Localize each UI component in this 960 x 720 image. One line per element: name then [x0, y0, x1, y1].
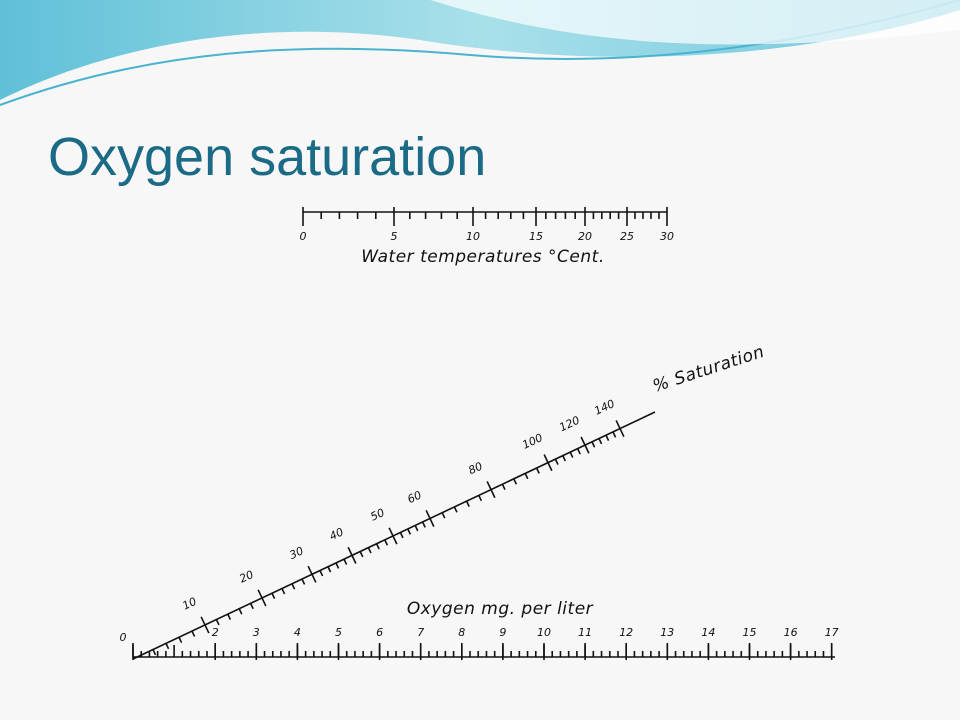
saturation-tick	[307, 565, 317, 583]
saturation-tick	[388, 527, 398, 545]
minor-tick	[327, 566, 332, 573]
temperature-label: Water temperatures °Cent.	[361, 247, 604, 267]
saturation-tick-label: 60	[405, 488, 423, 506]
minor-tick	[343, 558, 348, 565]
oxygen-tick-label: 6	[376, 626, 383, 639]
minor-tick	[375, 543, 380, 550]
minor-tick	[554, 458, 559, 465]
oxygen-tick-label: 7	[417, 626, 424, 639]
oxygen-tick-label: 0	[120, 631, 127, 644]
minor-tick	[249, 603, 254, 610]
minor-tick	[562, 455, 567, 462]
saturation-tick	[580, 436, 590, 454]
minor-tick	[453, 506, 458, 513]
minor-tick	[227, 613, 232, 620]
minor-tick	[152, 649, 157, 656]
minor-tick	[407, 528, 412, 535]
minor-tick	[605, 434, 610, 441]
saturation-tick	[425, 509, 435, 527]
minor-tick	[441, 512, 446, 519]
oxygen-tick-label: 3	[253, 626, 260, 639]
oxygen-tick-label: 10	[537, 626, 551, 639]
saturation-tick	[347, 546, 357, 564]
saturation-tick	[543, 454, 553, 472]
saturation-tick	[486, 481, 496, 499]
oxygen-tick-label: 15	[743, 626, 757, 639]
minor-tick	[513, 478, 518, 485]
minor-tick	[501, 483, 506, 490]
temperature-tick-label: 15	[529, 230, 543, 243]
minor-tick	[281, 588, 286, 595]
saturation-tick	[615, 420, 625, 438]
minor-tick	[291, 583, 296, 590]
oxygen-tick-label: 17	[825, 626, 839, 639]
saturation-tick-label: 10	[180, 595, 198, 613]
minor-tick	[384, 539, 389, 546]
minor-tick	[319, 570, 324, 577]
minor-tick	[271, 592, 276, 599]
saturation-tick-label: 50	[368, 506, 386, 524]
minor-tick	[535, 467, 540, 474]
minor-tick	[421, 521, 426, 528]
oxygen-tick-label: 16	[784, 626, 798, 639]
oxygen-tick-label: 14	[701, 626, 715, 639]
temperature-tick-label: 10	[466, 230, 480, 243]
minor-tick	[569, 451, 574, 458]
minor-tick	[238, 608, 243, 615]
oxygen-tick-label: 11	[578, 626, 592, 639]
minor-tick	[414, 525, 419, 532]
minor-tick	[478, 495, 483, 502]
minor-tick	[591, 441, 596, 448]
minor-tick	[465, 500, 470, 507]
minor-tick	[191, 630, 196, 637]
minor-tick	[359, 551, 364, 558]
saturation-tick-label: 20	[237, 568, 255, 586]
minor-tick	[165, 643, 170, 650]
minor-tick	[399, 532, 404, 539]
minor-tick	[598, 438, 603, 445]
saturation-tick	[257, 589, 267, 607]
oxygen-tick-label: 9	[499, 626, 506, 639]
minor-tick	[215, 619, 220, 626]
minor-tick	[367, 547, 372, 554]
temperature-tick-label: 0	[300, 230, 307, 243]
temperature-tick-label: 25	[620, 230, 634, 243]
saturation-tick	[200, 616, 210, 634]
temperature-tick-label: 30	[660, 230, 674, 243]
wave-highlight	[430, 0, 960, 45]
oxygen-tick-label: 2	[212, 626, 219, 639]
oxygen-tick-label: 12	[619, 626, 633, 639]
temperature-tick-label: 5	[391, 230, 398, 243]
minor-tick	[335, 562, 340, 569]
saturation-tick-label: 80	[466, 460, 484, 478]
minor-tick	[576, 448, 581, 455]
oxygen-tick-label: 4	[294, 626, 301, 639]
saturation-tick-label: 30	[287, 544, 305, 562]
saturation-tick-label: 40	[327, 525, 345, 543]
oxygen-label: Oxygen mg. per liter	[407, 599, 594, 619]
oxygen-tick-label: 13	[660, 626, 674, 639]
oxygen-tick-label: 8	[458, 626, 465, 639]
minor-tick	[524, 473, 529, 480]
minor-tick	[178, 636, 183, 643]
minor-tick	[612, 431, 617, 438]
temperature-tick-label: 20	[578, 230, 592, 243]
minor-tick	[301, 578, 306, 585]
oxygen-tick-label: 5	[335, 626, 342, 639]
slide-title: Oxygen saturation	[48, 127, 486, 187]
saturation-axis	[132, 411, 656, 660]
